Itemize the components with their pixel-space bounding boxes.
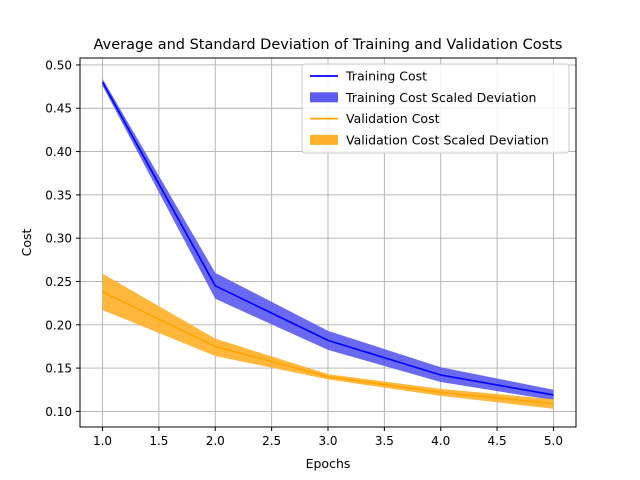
x-tick-label: 1.0 <box>93 434 112 448</box>
y-tick-label: 0.15 <box>45 362 72 376</box>
chart-title: Average and Standard Deviation of Traini… <box>94 37 563 53</box>
y-tick-label: 0.45 <box>45 102 72 116</box>
series-0-deviation-band <box>102 78 554 401</box>
x-tick-label: 1.5 <box>149 434 168 448</box>
legend-label: Training Cost Scaled Deviation <box>345 90 536 105</box>
y-axis-label: Cost <box>19 229 34 257</box>
y-tick-label: 0.25 <box>45 275 72 289</box>
series-1-deviation-band <box>102 273 554 409</box>
x-tick-label: 2.0 <box>206 434 225 448</box>
legend-label: Training Cost <box>345 69 427 84</box>
legend-label: Validation Cost <box>346 111 440 126</box>
x-tick-label: 3.0 <box>318 434 337 448</box>
legend-box <box>301 63 570 154</box>
y-tick-label: 0.30 <box>45 232 72 246</box>
legend: Training Cost Training Cost Scaled Deviat… <box>301 63 570 154</box>
legend-band-swatch <box>310 134 338 145</box>
x-tick-label: 4.5 <box>488 434 507 448</box>
legend-band-swatch <box>310 92 338 103</box>
y-tick-label: 0.10 <box>45 405 72 419</box>
y-tick-label: 0.40 <box>45 145 72 159</box>
x-tick-label: 5.0 <box>544 434 563 448</box>
x-tick-label: 4.0 <box>431 434 450 448</box>
legend-label: Validation Cost Scaled Deviation <box>346 132 549 147</box>
x-axis-label: Epochs <box>306 456 351 471</box>
x-tick-label: 2.5 <box>262 434 281 448</box>
y-tick-label: 0.20 <box>45 318 72 332</box>
y-tick-label: 0.50 <box>45 58 72 72</box>
series-lines <box>101 81 554 405</box>
y-tick-label: 0.35 <box>45 188 72 202</box>
deviation-bands <box>102 78 554 409</box>
x-tick-label: 3.5 <box>375 434 394 448</box>
axis-ticks: 1.0 1.5 2.0 2.5 3.0 3.5 4.0 4.5 5.0 0.10 0.15 0.20 0… <box>45 58 563 448</box>
